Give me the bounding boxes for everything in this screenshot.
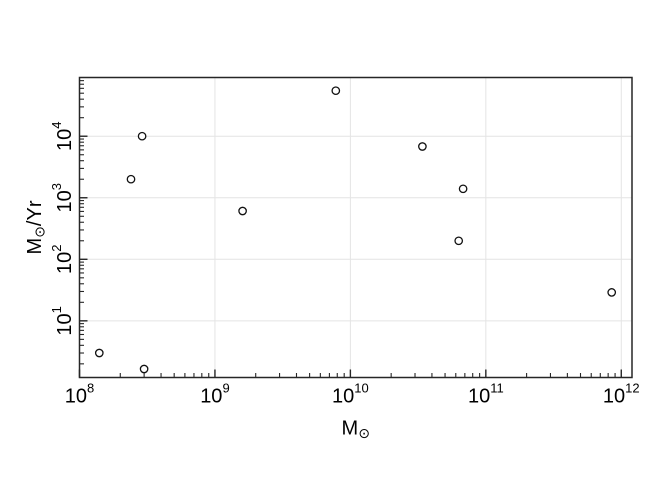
y-axis-title: M⊙/Yr (24, 200, 49, 254)
data-point (139, 364, 149, 374)
x-axis-title: M⊙ (342, 418, 370, 443)
data-point (238, 206, 247, 216)
y-tick-labels: 101 102 103 104 (49, 121, 76, 335)
x-tick-label: 1012 (603, 381, 640, 408)
data-point (126, 174, 136, 184)
data-point (454, 236, 464, 246)
y-tick-label: 104 (49, 121, 76, 150)
x-tick-label: 1010 (332, 381, 369, 408)
x-tick-label: 108 (65, 381, 94, 408)
x-tick-labels: 108 109 1010 1011 1012 (65, 381, 640, 408)
data-points (94, 86, 617, 374)
data-point (94, 348, 104, 358)
x-tick-label: 109 (200, 381, 229, 408)
x-tick-label: 1011 (468, 381, 504, 408)
data-point (418, 142, 427, 151)
y-tick-label: 103 (49, 183, 76, 212)
plot-border (78, 76, 633, 379)
data-point (458, 184, 468, 194)
data-point (331, 86, 341, 96)
y-tick-label: 102 (49, 245, 76, 274)
data-point (137, 131, 147, 141)
y-tick-label: 101 (49, 306, 76, 335)
data-point (607, 288, 617, 297)
gridlines (79, 77, 632, 378)
